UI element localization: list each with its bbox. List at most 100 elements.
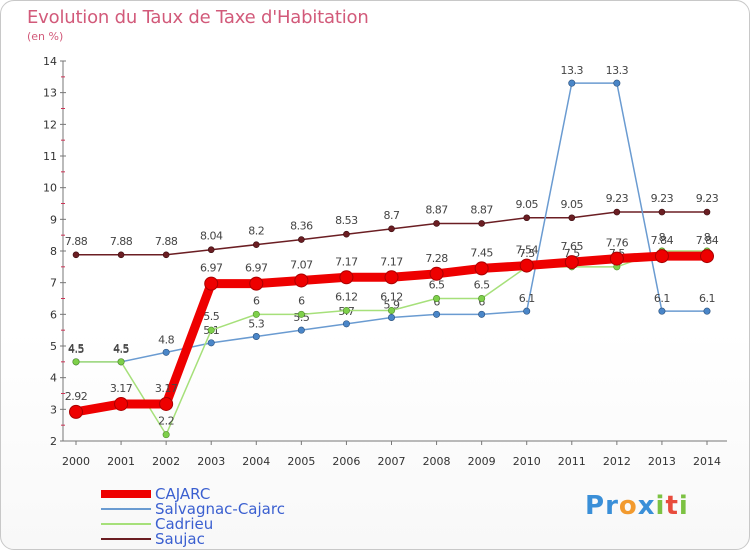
data-label-salvagnac-cajarc: 4.5	[68, 343, 84, 356]
logo-letter: o	[618, 491, 638, 521]
data-point-salvagnac-cajarc	[703, 307, 711, 315]
data-label-salvagnac-cajarc: 4.5	[113, 343, 129, 356]
data-point-cajarc	[700, 249, 714, 264]
data-point-cadrieu	[342, 307, 350, 315]
data-label-salvagnac-cajarc: 6.1	[654, 292, 670, 305]
data-label-saujac: 9.05	[515, 198, 538, 211]
data-label-cadrieu: 6	[298, 294, 305, 307]
data-label-saujac: 9.23	[651, 192, 674, 205]
data-label-saujac: 7.88	[110, 235, 133, 248]
data-label-cajarc: 7.54	[515, 244, 538, 257]
logo-letter: r	[605, 491, 619, 521]
data-label-cajarc: 3.17	[155, 382, 178, 395]
data-point-salvagnac-cajarc	[252, 332, 260, 340]
data-point-saujac	[117, 251, 125, 259]
data-point-saujac	[388, 225, 395, 233]
data-point-cadrieu	[72, 358, 80, 366]
data-point-cajarc	[249, 276, 264, 291]
legend-swatch-cadrieu	[101, 523, 151, 525]
legend-item-cadrieu: Cadrieu	[101, 515, 214, 533]
data-label-cadrieu: 6.5	[429, 279, 445, 292]
data-point-cajarc	[429, 266, 444, 281]
legend-item-cajarc: CAJARC	[101, 487, 210, 502]
y-tick-label: 11	[43, 150, 57, 163]
x-tick-label: 2003	[197, 455, 225, 468]
data-point-cajarc	[114, 396, 129, 411]
data-point-cajarc	[474, 261, 489, 276]
data-point-salvagnac-cajarc	[523, 307, 531, 315]
data-label-cajarc: 7.28	[425, 252, 448, 265]
legend-label-salvagnac-cajarc: Salvagnac-Cajarc	[155, 500, 285, 518]
legend-label-saujac: Saujac	[155, 530, 205, 548]
data-point-cajarc	[159, 396, 174, 411]
data-label-salvagnac-cajarc: 6.1	[699, 292, 715, 305]
x-tick-label: 2012	[603, 455, 631, 468]
data-point-saujac	[72, 251, 80, 259]
data-point-cajarc	[339, 270, 354, 285]
data-point-cadrieu	[207, 326, 215, 334]
data-label-cadrieu: 6.5	[474, 279, 490, 292]
data-point-cadrieu	[387, 307, 395, 315]
data-point-saujac	[613, 208, 621, 216]
data-point-salvagnac-cajarc	[433, 310, 441, 318]
logo-letter: P	[585, 491, 606, 521]
data-label-salvagnac-cajarc: 6.1	[519, 292, 535, 305]
data-label-cadrieu: 8	[704, 231, 711, 244]
x-tick-label: 2014	[693, 455, 721, 468]
data-point-salvagnac-cajarc	[297, 326, 305, 334]
y-tick-label: 3	[50, 403, 57, 416]
data-label-saujac: 8.04	[200, 230, 223, 243]
legend-item-saujac: Saujac	[101, 530, 205, 548]
data-point-cadrieu	[162, 431, 170, 439]
y-tick-label: 6	[50, 308, 57, 321]
data-point-saujac	[343, 230, 350, 238]
data-label-cadrieu: 6	[253, 294, 260, 307]
x-tick-label: 2007	[378, 455, 406, 468]
data-point-cadrieu	[297, 310, 305, 318]
data-label-saujac: 8.7	[384, 209, 400, 222]
x-tick-label: 2011	[558, 455, 586, 468]
data-point-saujac	[478, 220, 485, 227]
data-point-salvagnac-cajarc	[207, 339, 215, 347]
data-label-cajarc: 6.97	[245, 262, 268, 275]
data-label-cadrieu: 5.5	[203, 310, 219, 323]
data-label-saujac: 8.87	[470, 203, 493, 216]
data-label-salvagnac-cajarc: 5.3	[248, 318, 264, 331]
data-label-cajarc: 7.84	[696, 234, 719, 247]
y-tick-label: 14	[43, 55, 57, 68]
data-point-saujac	[298, 236, 305, 243]
legend-label-cadrieu: Cadrieu	[155, 515, 214, 533]
data-label-saujac: 8.36	[290, 220, 313, 233]
x-tick-label: 2013	[648, 455, 676, 468]
data-point-cadrieu	[478, 294, 486, 302]
data-point-saujac	[433, 220, 440, 227]
chart-title: Evolution du Taux de Taxe d'Habitation	[27, 7, 369, 28]
data-label-cajarc: 7.17	[335, 255, 358, 268]
data-point-salvagnac-cajarc	[478, 310, 486, 318]
y-tick-label: 7	[50, 277, 57, 290]
logo-letter: i	[655, 491, 666, 521]
logo-letter: x	[637, 491, 656, 521]
x-tick-label: 2005	[287, 455, 315, 468]
y-tick-label: 8	[50, 245, 57, 258]
y-tick-label: 12	[43, 118, 57, 131]
data-point-cajarc	[564, 255, 579, 270]
data-point-salvagnac-cajarc	[342, 320, 350, 328]
data-point-cadrieu	[252, 310, 260, 318]
data-label-cadrieu: 4.5	[113, 342, 129, 355]
logo-letter: t	[665, 491, 679, 521]
x-tick-label: 2008	[423, 455, 451, 468]
data-point-saujac	[703, 208, 711, 216]
data-point-cajarc	[204, 276, 219, 291]
data-label-cajarc: 7.84	[651, 234, 674, 247]
data-label-cajarc: 7.07	[290, 258, 313, 271]
data-point-saujac	[658, 208, 666, 216]
x-tick-label: 2010	[513, 455, 541, 468]
y-tick-label: 4	[50, 372, 57, 385]
data-point-salvagnac-cajarc	[658, 307, 666, 315]
data-label-saujac: 7.88	[155, 235, 178, 248]
data-label-saujac: 9.23	[606, 192, 629, 205]
x-tick-label: 2004	[242, 455, 270, 468]
legend-swatch-cajarc	[101, 490, 151, 498]
